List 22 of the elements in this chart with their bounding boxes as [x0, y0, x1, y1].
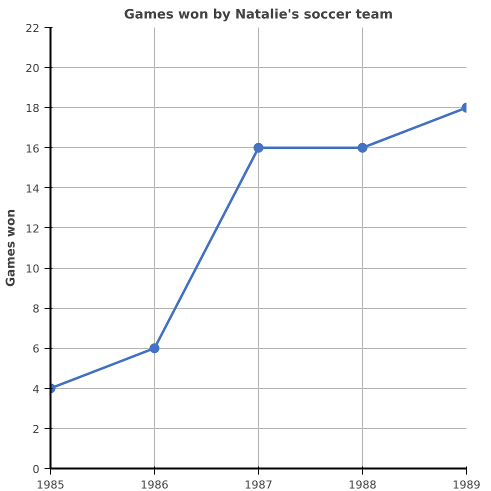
- y-tick-label: 14: [26, 182, 40, 196]
- y-tick-label: 6: [32, 342, 40, 356]
- y-tick-label: 20: [26, 62, 40, 76]
- y-tick-label: 22: [26, 22, 40, 35]
- y-tick-label: 10: [26, 262, 40, 276]
- x-tick-label: 1986: [140, 478, 169, 491]
- x-tick-label: 1985: [36, 478, 65, 491]
- x-tick-label: 1987: [244, 478, 273, 491]
- y-tick-label: 0: [32, 463, 40, 476]
- point: [150, 343, 160, 354]
- point: [358, 142, 368, 153]
- point: [254, 142, 264, 153]
- y-tick-label: 18: [26, 102, 40, 116]
- x-tick-label: 1988: [348, 478, 377, 491]
- y-tick-label: 8: [32, 302, 40, 316]
- y-axis-title: Games won: [4, 209, 18, 287]
- y-tick-label: 4: [32, 382, 40, 396]
- y-tick-label: 12: [26, 222, 40, 236]
- y-tick-label: 16: [26, 142, 40, 156]
- y-tick-label: 2: [32, 422, 40, 436]
- chart-title: Games won by Natalie's soccer team: [124, 8, 393, 22]
- x-tick-label: 1989: [452, 478, 481, 491]
